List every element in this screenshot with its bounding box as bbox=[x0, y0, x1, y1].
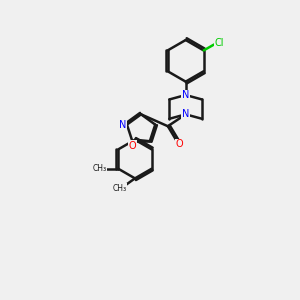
Text: O: O bbox=[176, 139, 184, 149]
Text: N: N bbox=[182, 90, 189, 100]
Text: O: O bbox=[128, 141, 136, 151]
Text: CH₃: CH₃ bbox=[93, 164, 107, 173]
Text: CH₃: CH₃ bbox=[112, 184, 126, 193]
Text: N: N bbox=[182, 109, 189, 119]
Text: N: N bbox=[119, 120, 126, 130]
Text: Cl: Cl bbox=[215, 38, 224, 48]
